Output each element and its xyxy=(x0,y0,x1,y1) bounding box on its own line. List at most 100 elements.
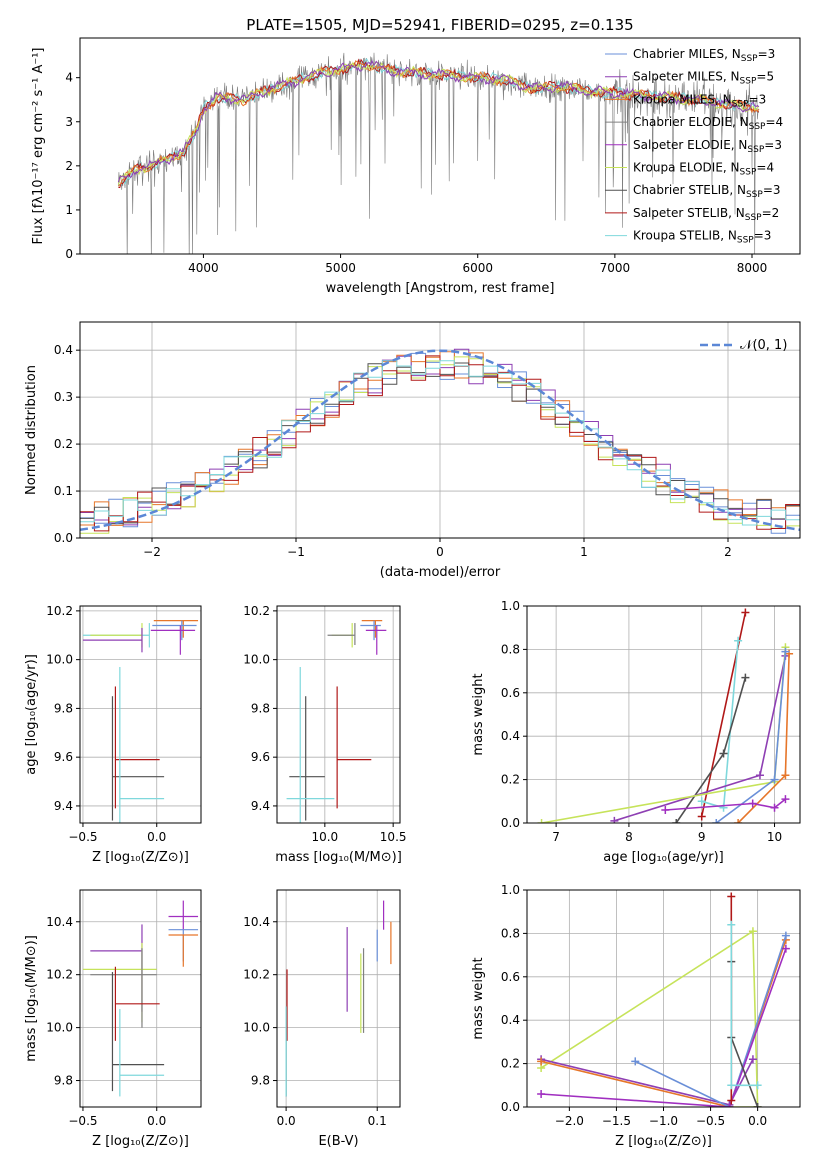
weight-marker xyxy=(770,775,779,784)
plot-area xyxy=(80,348,800,534)
y-tick-label: 0.2 xyxy=(54,437,73,451)
weight-series xyxy=(540,1058,754,1106)
y-tick-label: 9.6 xyxy=(54,750,73,764)
legend-entry: Salpeter ELODIE, NSSP=3 xyxy=(633,138,782,155)
weight-marker xyxy=(753,1103,762,1107)
plot-area xyxy=(117,52,760,254)
histogram-series xyxy=(80,360,800,526)
error-point xyxy=(111,696,165,821)
plot-area xyxy=(285,900,392,1097)
error-point xyxy=(82,627,143,653)
x-tick-label: 0.0 xyxy=(147,830,166,844)
error-point xyxy=(114,966,160,1041)
weight-marker xyxy=(734,636,743,645)
weight-marker xyxy=(712,819,721,823)
error-point xyxy=(153,620,199,638)
error-point xyxy=(111,972,165,1092)
data-spectrum xyxy=(118,52,759,254)
x-tick-label: −1.0 xyxy=(649,1114,678,1128)
weight-series xyxy=(675,677,747,823)
y-tick-label: 10.4 xyxy=(243,915,270,929)
y-tick-label: 0.8 xyxy=(501,926,520,940)
legend: Chabrier MILES, NSSP=3 Salpeter MILES, NS… xyxy=(605,47,783,246)
weight-marker xyxy=(781,647,790,656)
x-tick-label: −2.0 xyxy=(555,1114,584,1128)
weight-series xyxy=(541,647,787,823)
weight-series xyxy=(540,939,787,1107)
y-tick-label: 1 xyxy=(65,203,73,217)
y-tick-label: 9.8 xyxy=(54,1074,73,1088)
weight-marker xyxy=(781,771,790,780)
y-tick-label: 10.2 xyxy=(243,604,270,618)
error-point xyxy=(90,924,143,1012)
plot-area xyxy=(82,900,199,1097)
x-tick-label: 10 xyxy=(767,830,782,844)
y-tick-label: 10.0 xyxy=(243,653,270,667)
x-axis-label: mass [log₁₀(M/M⊙)] xyxy=(275,850,402,865)
x-tick-label: −1 xyxy=(287,545,305,559)
axes-frame xyxy=(79,37,801,255)
x-tick-label: 5000 xyxy=(325,261,356,275)
legend: 𝒩(0, 1) xyxy=(700,338,787,353)
error-point xyxy=(289,696,325,821)
y-axis-label: mass [log₁₀(M/M⊙)] xyxy=(24,935,39,1062)
legend-entry: Chabrier MILES, NSSP=3 xyxy=(633,47,775,64)
x-tick-label: 8 xyxy=(625,830,633,844)
weight-marker xyxy=(748,1055,757,1064)
y-tick-label: 10.2 xyxy=(46,968,73,982)
y-axis-label: Normed distribution xyxy=(24,365,39,495)
normal-curve xyxy=(80,349,800,532)
weight-marker xyxy=(725,1103,734,1107)
y-axis-label: mass weight xyxy=(471,957,486,1039)
legend-entry: Kroupa STELIB, NSSP=3 xyxy=(633,229,771,246)
weight-marker xyxy=(631,1057,640,1066)
weight-marker xyxy=(537,1057,546,1066)
y-tick-label: 4 xyxy=(65,71,73,85)
weight-marker xyxy=(727,892,736,901)
y-tick-label: 0.0 xyxy=(501,1100,520,1114)
y-tick-label: 10.0 xyxy=(46,653,73,667)
error-point xyxy=(90,623,143,648)
axes-frame xyxy=(276,605,401,824)
panel-mass_vs_EBV: 0.0 0.1 9.8 10.0 10.2 10.4 E(B-V) xyxy=(243,889,401,1149)
model-spectrum xyxy=(117,59,760,183)
error-point xyxy=(336,686,372,809)
y-tick-label: 9.8 xyxy=(251,1074,270,1088)
error-point xyxy=(150,625,196,655)
y-tick-label: 0.2 xyxy=(501,1057,520,1071)
y-tick-label: 1.0 xyxy=(501,599,520,613)
panel-residual_hist: −2 −1 0 1 2 0.0 0.1 0.2 0.3 0.4 (data-model)/error… xyxy=(24,321,801,580)
y-tick-label: 1.0 xyxy=(501,883,520,897)
x-axis-label: E(B-V) xyxy=(318,1134,358,1149)
y-tick-label: 0 xyxy=(65,247,73,261)
y-tick-label: 10.2 xyxy=(243,968,270,982)
plot-area xyxy=(82,620,199,823)
legend-entry: Chabrier STELIB, NSSP=3 xyxy=(633,183,781,200)
x-tick-label: 10.5 xyxy=(380,830,407,844)
x-tick-label: 0.0 xyxy=(147,1114,166,1128)
y-tick-label: 10.0 xyxy=(46,1021,73,1035)
x-tick-label: −0.5 xyxy=(68,1114,97,1128)
legend-entry: Kroupa ELODIE, NSSP=4 xyxy=(633,161,774,178)
legend-entry: Kroupa MILES, NSSP=3 xyxy=(633,92,766,109)
x-axis-label: Z [log₁₀(Z/Z⊙)] xyxy=(615,1134,712,1149)
y-tick-label: 10.4 xyxy=(46,915,73,929)
plot-area xyxy=(537,608,794,823)
weight-marker xyxy=(753,1081,762,1090)
weight-series xyxy=(540,929,759,1107)
weight-series xyxy=(614,655,787,822)
weight-marker xyxy=(741,608,750,617)
y-axis-label: Flux [fλ10⁻¹⁷ erg cm⁻² s⁻¹ A⁻¹] xyxy=(31,48,46,245)
weight-marker xyxy=(770,803,779,812)
plot-area xyxy=(537,892,790,1107)
x-axis-label: wavelength [Angstrom, rest frame] xyxy=(326,281,555,296)
plot-area xyxy=(286,620,387,823)
x-tick-label: 1 xyxy=(580,545,588,559)
y-tick-label: 0.3 xyxy=(54,390,73,404)
error-point xyxy=(90,948,157,1028)
x-tick-label: 4000 xyxy=(188,261,219,275)
error-point xyxy=(168,934,199,967)
x-tick-label: 7 xyxy=(552,830,560,844)
x-tick-label: 2 xyxy=(724,545,732,559)
legend-entry: 𝒩(0, 1) xyxy=(740,338,787,353)
